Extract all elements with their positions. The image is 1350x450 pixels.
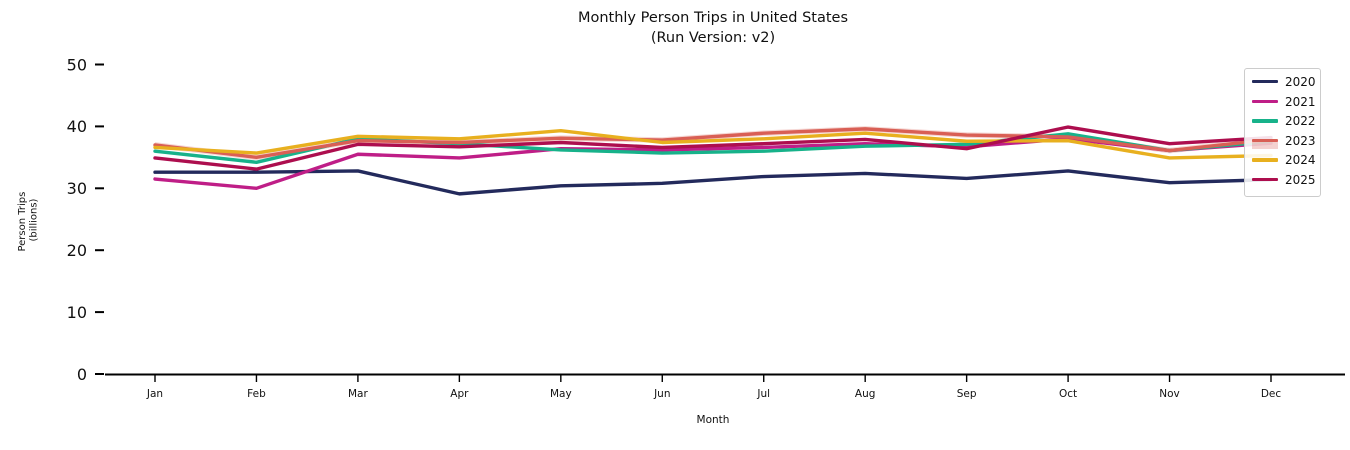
legend-item-2020: 2020 [1252,74,1316,94]
y-tick-label-40: 40 [67,117,87,136]
x-axis-label: Month [697,414,730,426]
legend-label-2020: 2020 [1285,75,1316,89]
y-tick-label-30: 30 [67,179,87,198]
legend-item-2021: 2021 [1252,94,1316,114]
legend-line-2025 [1252,177,1278,182]
legend-band-2023 [1252,139,1278,149]
legend-label-2023: 2023 [1285,133,1316,148]
x-tick-label-Jun: Jun [653,388,670,400]
x-tick-label-Jan: Jan [146,388,163,400]
legend-swatch-2023 [1252,135,1278,149]
x-tick-label-Oct: Oct [1059,388,1077,400]
chart-title: Monthly Person Trips in United States (R… [105,8,1321,48]
series-line-2024 [153,129,1273,160]
x-tick-label-Aug: Aug [855,388,876,400]
chart-title-line2: (Run Version: v2) [650,30,776,46]
legend-box: 2020 2021 2022 2023 2024 2025 [1244,68,1321,197]
legend-label-2025: 2025 [1285,172,1316,187]
legend-line-2022 [1252,119,1278,123]
legend-swatch-2020 [1252,76,1278,90]
y-tick-label-50: 50 [67,55,87,74]
x-tick-label-Jul: Jul [756,388,770,400]
legend-line-2024 [1252,158,1278,162]
y-tick-label-10: 10 [67,303,87,322]
legend-swatch-2022 [1252,115,1278,129]
legend-item-2022: 2022 [1252,113,1316,133]
legend-line-2023 [1252,138,1278,143]
legend-label-2021: 2021 [1285,94,1316,109]
chart-title-line1: Monthly Person Trips in United States [577,10,849,26]
x-tick-label-May: May [550,388,572,400]
legend-swatch-2025 [1252,174,1278,188]
legend-label-2022: 2022 [1285,114,1316,129]
legend-swatch-2021 [1252,96,1278,110]
x-tick-label-Sep: Sep [957,388,977,400]
legend-item-2025: 2025 [1252,172,1316,192]
series-line-2020 [153,169,1273,196]
x-tick-label-Feb: Feb [247,388,266,400]
legend-item-2023: 2023 [1252,133,1316,153]
x-tick-label-Dec: Dec [1261,388,1282,400]
legend-item-2024: 2024 [1252,152,1316,172]
y-tick-label-0: 0 [77,365,87,384]
y-tick-label-20: 20 [67,241,87,260]
y-axis-label: Person Trips (billions) [17,188,40,251]
series-line-2025 [153,125,1273,171]
legend-swatch-2024 [1252,154,1278,168]
legend-label-2024: 2024 [1285,153,1316,168]
x-tick-label-Apr: Apr [450,388,469,400]
series-lines-layer [153,125,1273,196]
axes-layer: 0 10 20 30 40 50 Jan Feb Mar Apr May Jun Jul Aug Sep Oc… [67,55,1345,400]
legend-line-2020 [1252,80,1278,84]
x-tick-label-Mar: Mar [348,388,368,400]
x-tick-label-Nov: Nov [1159,388,1180,400]
series-line-2023 [153,127,1273,160]
legend-line-2021 [1252,99,1278,103]
